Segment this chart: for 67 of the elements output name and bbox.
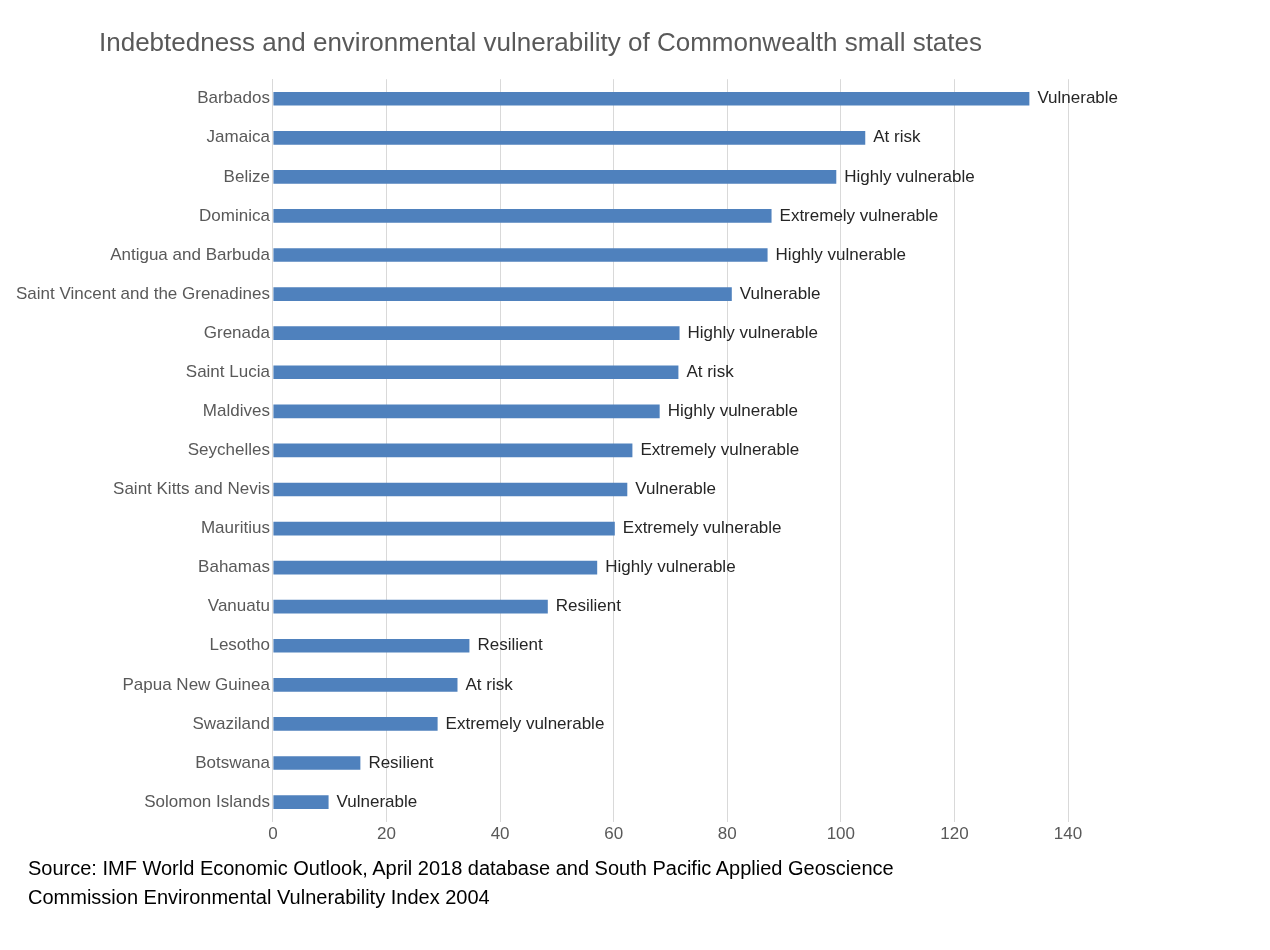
bar (273, 248, 768, 262)
y-tick-label: Saint Lucia (185, 361, 271, 381)
x-tick-label: 120 (940, 824, 969, 844)
bar (273, 170, 837, 184)
y-tick-label: Maldives (202, 401, 270, 421)
data-label: Extremely vulnerable (640, 440, 800, 460)
y-tick-label: Barbados (197, 88, 270, 108)
bar (273, 599, 548, 614)
data-label: Vulnerable (635, 479, 716, 499)
y-tick-label: Mauritius (200, 518, 270, 538)
data-label: At risk (873, 127, 921, 147)
y-tick-label: Botswana (195, 752, 271, 772)
y-tick-label: Belize (223, 166, 270, 186)
data-label: Highly vulnerable (844, 166, 975, 186)
data-label: Highly vulnerable (605, 557, 736, 577)
data-label: Vulnerable (336, 791, 418, 811)
x-tick-label: 80 (717, 824, 737, 844)
bar (273, 678, 458, 692)
x-tick-label: 140 (1053, 824, 1083, 844)
bar (273, 482, 628, 497)
x-tick-label: 100 (826, 824, 856, 844)
data-label: Extremely vulnerable (622, 518, 782, 538)
bar (273, 795, 329, 809)
y-tick-label: Saint Vincent and the Grenadines (16, 283, 270, 303)
data-label: Extremely vulnerable (445, 713, 605, 733)
data-label: Highly vulnerable (775, 244, 906, 264)
data-label: Extremely vulnerable (779, 205, 939, 225)
bar (273, 756, 361, 770)
x-tick-label: 20 (377, 824, 396, 844)
data-label: Resilient (368, 752, 434, 772)
bar (273, 521, 615, 536)
y-tick-label: Dominica (199, 205, 271, 225)
bar (273, 365, 679, 380)
bar (273, 443, 633, 458)
chart-title: Indebtedness and environmental vulnerability of Commonwealth small states (98, 26, 983, 57)
bar (273, 209, 772, 223)
y-tick-label: Vanuatu (207, 596, 270, 616)
bar (273, 560, 598, 575)
y-tick-label: Seychelles (187, 440, 270, 460)
bar (273, 326, 680, 341)
y-tick-label: Swaziland (192, 713, 270, 733)
y-tick-label: Papua New Guinea (122, 674, 271, 694)
data-label: At risk (686, 361, 735, 381)
y-tick-label: Jamaica (206, 127, 271, 147)
bar (273, 404, 660, 419)
bar (273, 91, 1030, 106)
bar (273, 130, 866, 145)
data-label: Highly vulnerable (687, 322, 818, 342)
y-tick-label: Grenada (203, 322, 271, 342)
x-tick-label: 0 (268, 824, 278, 844)
data-label: Highly vulnerable (667, 401, 799, 421)
bar (273, 287, 732, 301)
data-label: At risk (465, 674, 514, 694)
data-label: Vulnerable (1037, 88, 1119, 108)
y-tick-label: Solomon Islands (144, 791, 270, 811)
data-label: Vulnerable (739, 283, 821, 303)
bar (273, 638, 470, 653)
data-label: Resilient (555, 596, 622, 616)
y-tick-label: Bahamas (198, 557, 270, 577)
y-tick-label: Saint Kitts and Nevis (113, 479, 270, 499)
bar (273, 717, 438, 731)
x-tick-label: 60 (604, 824, 624, 844)
y-tick-label: Antigua and Barbuda (110, 244, 271, 264)
y-tick-label: Lesotho (209, 635, 270, 655)
data-label: Resilient (477, 635, 543, 655)
x-tick-label: 40 (490, 824, 510, 844)
source-note: Source: IMF World Economic Outlook, April 2018 database and South Pacific Applied Geoscience Commission Environmental Vulnerability Index 2004 (28, 856, 895, 910)
